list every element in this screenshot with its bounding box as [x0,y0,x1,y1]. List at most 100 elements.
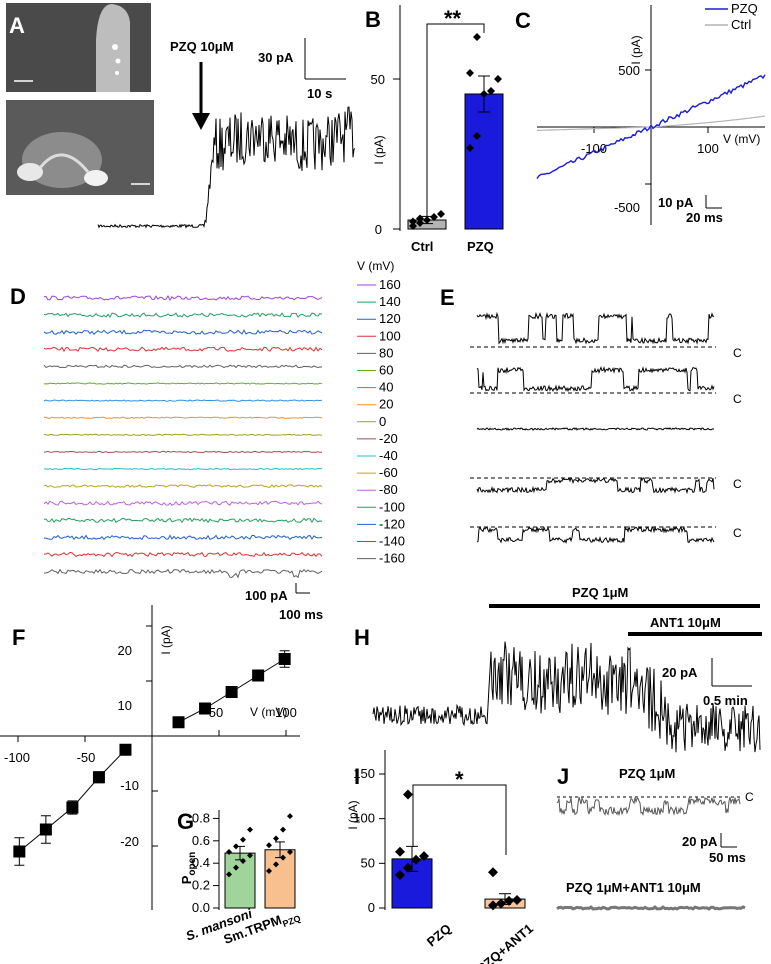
worm-spot [115,71,119,75]
voltage-trace [43,346,323,353]
series-line-ctrl [537,115,766,131]
legend-voltage-label: 40 [379,380,393,395]
voltage-trace [43,500,323,506]
data-points [226,813,293,878]
panel-c: C -100 100 500 -500 V (mV) I (pA) PZQ Ct… [515,1,766,225]
legend-voltage-label: -140 [379,534,405,549]
single-channel-trace [476,311,715,345]
data-point [430,213,438,221]
voltage-trace [43,450,323,454]
legend-voltage-label: 140 [379,294,401,309]
data-point [287,813,293,820]
voltage-trace [43,551,323,558]
panel-g: G 0.00.20.40.60.8 Popen S. mansoni Sm.TR… [177,809,302,947]
y-tick-label: 0 [368,900,375,915]
cell-body [17,163,43,181]
data-points [395,789,522,911]
x-tick-label: -100 [581,141,607,156]
data-point [409,222,417,230]
legend-voltage-label: 120 [379,311,401,326]
y-tick-label: 10 [118,698,132,713]
y-tick-label: 0.8 [192,810,210,825]
x-tick-label: PZQ+ANT1 [474,921,536,964]
panel-a: A PZQ 10μM 30 pA 10 s [6,3,356,229]
voltage-trace [44,534,323,541]
y-tick-label: 0.2 [192,878,210,893]
single-channel-trace [476,366,715,393]
scale-current-label: 10 pA [658,195,694,210]
voltage-trace [43,517,323,524]
voltage-trace [43,399,323,402]
data-point [480,90,488,98]
drug-label: PZQ 10μM [170,39,234,54]
scale-time-label: 10 s [307,86,332,101]
data-point [240,836,246,843]
data-point [225,686,238,698]
data-point [252,669,265,682]
data-point [66,801,79,814]
y-axis-label-sub: open [187,852,198,876]
significance-bracket [426,23,485,218]
current-trace [97,106,356,229]
y-tick-label: 500 [618,63,640,78]
panel-e: E C C C C [440,285,742,545]
panel-label: F [12,625,25,650]
scale-current-label: 100 pA [245,588,288,603]
closed-label: C [745,790,754,804]
data-point [287,849,293,855]
data-point [494,75,502,83]
data-point [266,868,272,875]
x-tick-label: Ctrl [411,239,433,254]
y-tick-label: 50 [361,855,375,870]
legend-voltage-label: 20 [379,397,393,412]
scale-time-label: 100 ms [279,607,323,622]
voltage-trace [43,364,323,369]
y-tick-label: 150 [353,766,375,781]
arrow-head [192,113,210,130]
data-point [403,862,413,873]
x-tick-label: 100 [697,141,719,156]
data-point [247,826,253,833]
data-point [419,851,429,862]
panel-label: B [365,7,381,32]
current-trace [372,641,761,753]
data-point [512,894,522,905]
data-point [437,210,445,218]
condition-label-top: PZQ 1μM [619,766,675,781]
panel-label: H [354,625,370,650]
data-point [416,219,424,227]
scale-current-label: 20 pA [662,665,698,680]
y-ticks: 0.0 0.2 0.4 0.6 0.8 [192,810,219,915]
legend-label-pzq: PZQ [731,1,758,16]
voltage-header: V (mV) [357,259,394,273]
legend-voltage-label: -100 [379,499,405,514]
data-point [280,854,286,861]
x-axis-label: V (mV) [250,705,287,719]
y-axis-label: I (pA) [629,35,643,64]
significance-label: ** [444,6,462,31]
data-point [233,843,239,850]
voltage-trace [43,416,323,419]
single-channel-traces: C C C C [470,311,742,545]
y-tick-label: 20 [118,643,132,658]
data-point [172,716,185,729]
data-point [488,900,498,911]
panel-label: G [177,809,194,834]
legend-voltage-label: 0 [379,414,386,429]
data-point [473,33,481,41]
panel-label: D [10,284,26,309]
data-point [395,869,405,880]
data-point [226,871,232,878]
data-point [473,132,481,140]
legend-label-ctrl: Ctrl [731,17,751,32]
y-tick-label: -20 [120,834,139,849]
y-tick-label: 50 [371,72,385,87]
x-tick-label-sub: PZQ [281,913,302,929]
y-tick-label: 0.4 [192,855,210,870]
data-point [411,854,421,865]
legend-voltage-label: -80 [379,482,398,497]
data-point [266,842,272,849]
y-axis-label: I (pA) [159,625,173,654]
voltage-trace [43,433,323,436]
y-tick-label: 0 [375,222,382,237]
